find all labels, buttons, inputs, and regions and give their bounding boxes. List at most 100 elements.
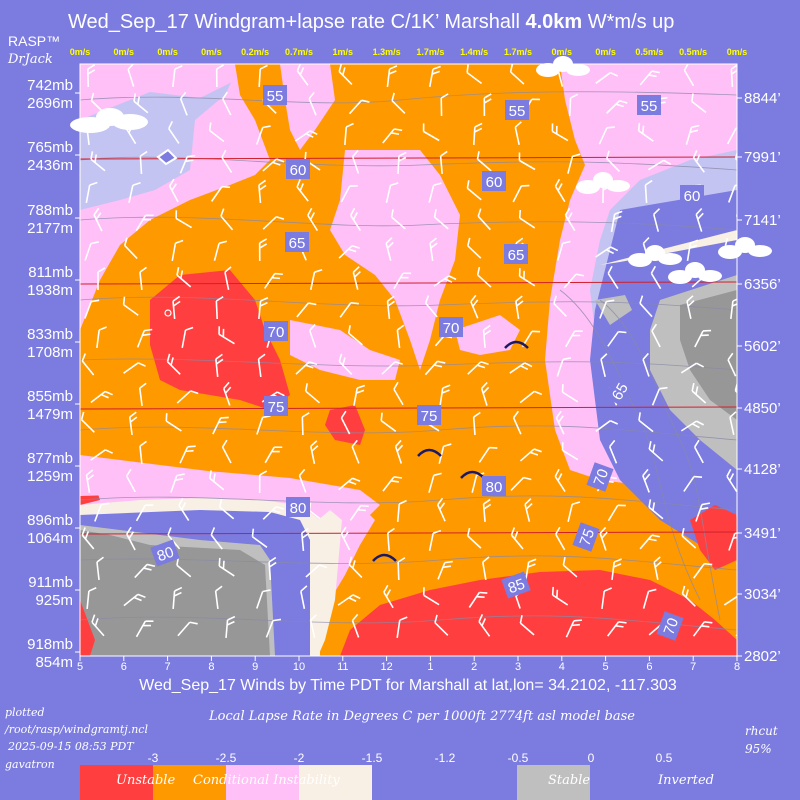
wind-barb [386,527,395,552]
wind-barb [87,64,96,88]
wind-barb [176,267,192,288]
wind-barb [165,413,182,432]
wind-barb [439,150,448,175]
updraft-value: 0m/s [595,47,616,57]
wind-barb [84,299,100,319]
wind-barb [639,70,660,86]
legend-swatch [517,765,590,800]
wind-barb [136,328,153,348]
wind-barb [294,130,318,142]
wind-barb [170,473,185,493]
svg-text:55: 55 [267,88,284,105]
wind-barb [301,412,310,436]
wind-barb [561,442,579,461]
wind-barb [651,323,661,348]
wind-barb [686,239,699,262]
altitude-m-label: 1938m [27,282,73,299]
wind-barb [429,237,438,262]
altitude-m-label: 1479m [27,406,73,423]
wind-barb [172,586,183,610]
wind-barb [477,208,491,231]
wind-barb [262,505,285,520]
temperature-label: 55 [637,95,661,115]
wind-barb [734,382,737,404]
temperature-label: 75 [572,522,600,552]
wind-barb [256,415,271,435]
altitude-ft-label: 2802’ [744,648,781,665]
wind-barb [295,361,318,375]
x-tick-label: 1 [427,661,433,673]
x-tick-label: 4 [559,661,565,673]
wind-barb [686,295,695,319]
altitude-m-label: 2177m [27,220,73,237]
wind-barb [339,301,359,318]
x-tick-label: 8 [734,661,740,673]
svg-text:80: 80 [486,479,503,496]
updraft-value: 1.3m/s [373,47,401,57]
altitude-ft-label: 5602’ [744,338,781,355]
inverted-dark-region-right [680,290,737,420]
temperature-label: 65 [604,375,634,407]
wind-barb [601,587,613,610]
wind-barb [691,93,707,114]
svg-text:60: 60 [486,174,503,191]
temperature-label: 75 [264,396,288,416]
wind-barb [171,239,184,261]
wind-barb [340,526,351,551]
wind-barb [555,410,565,435]
wind-barb [262,216,285,230]
svg-text:80: 80 [290,500,307,517]
wind-barb [255,125,271,145]
updraft-value: 0.5m/s [635,47,663,57]
legend-tick-label: 0.5 [656,751,673,765]
wind-barb [726,126,737,145]
wind-barb [348,556,363,579]
wind-barb [390,209,406,230]
wind-barb [219,499,235,520]
script-path: /root/rasp/windgramtj.ncl [4,723,148,736]
wind-barb [298,468,307,493]
wind-barb [123,237,138,260]
wind-barb [85,181,98,203]
wind-barb [567,501,581,522]
x-tick-label: 3 [515,661,521,673]
wind-barb [565,330,583,348]
wind-barb [598,126,615,145]
wind-barb [218,557,235,577]
wind-barb [738,499,751,522]
wind-barb [554,468,566,492]
wind-barb [600,353,608,377]
legend-tick-label: -1.2 [435,751,456,765]
legend-swatch [299,765,372,800]
svg-text:60: 60 [684,188,701,205]
wind-barb [258,296,269,320]
pressure-label: 833mb [27,326,73,343]
wind-barb [647,159,672,171]
wind-barb [134,563,156,579]
wind-barb [482,556,490,581]
wind-barb [300,585,308,609]
wind-barb [518,268,536,287]
wind-barb [380,412,397,432]
temperature-label: 75 [417,405,441,425]
wind-barb [512,410,522,435]
wind-barb [213,240,228,261]
wind-barb [81,353,95,376]
contour-lines [80,91,737,631]
wind-barb [466,180,482,201]
cloud-icon [536,56,590,77]
conditional-instability-region [80,64,737,656]
glider-icon [372,553,397,562]
wind-barb [556,240,571,261]
wind-barb [172,65,183,88]
legend-swatch [372,765,517,800]
svg-text:70: 70 [268,324,285,341]
user-name: gavatron [5,758,55,771]
wind-barb [467,237,482,259]
wind-barb [652,208,661,232]
svg-text:55: 55 [641,98,658,115]
wind-barb [439,384,451,407]
wind-barb [221,149,233,174]
wind-barb [396,499,407,523]
pressure-label: 811mb [28,264,73,281]
